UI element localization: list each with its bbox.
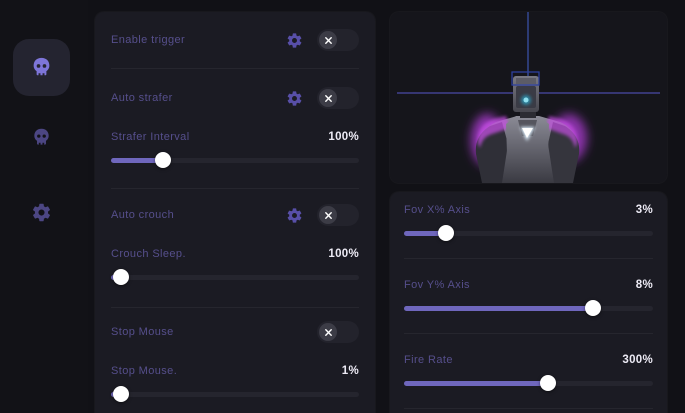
slider[interactable] xyxy=(404,225,653,241)
close-icon xyxy=(319,206,337,224)
skull-icon xyxy=(31,127,52,148)
slider-value: 300% xyxy=(622,354,653,366)
slider-track xyxy=(111,391,359,397)
slider-thumb[interactable] xyxy=(112,386,129,402)
sidebar-item-settings[interactable] xyxy=(13,184,70,241)
gear-icon xyxy=(31,202,52,223)
slider-fill xyxy=(404,380,549,386)
target-box xyxy=(511,71,540,86)
controls-panel: Enable trigger Auto strafer Strafer Inte… xyxy=(95,12,375,413)
preview-panel xyxy=(390,12,667,183)
toggle-row-stop-mouse: Stop Mouse xyxy=(111,308,359,356)
slider-row-fov-x: Fov X% Axis 3% xyxy=(404,192,653,259)
toggle-label: Auto strafer xyxy=(111,92,173,104)
slider-value: 3% xyxy=(635,204,653,216)
gear-icon[interactable] xyxy=(286,32,303,49)
slider-value: 1% xyxy=(341,365,359,377)
slider-row-strafer-interval: Strafer Interval 100% xyxy=(111,127,359,189)
slider-track xyxy=(404,230,653,236)
close-icon xyxy=(319,323,337,341)
slider-fill xyxy=(111,157,164,163)
toggle-row-auto-crouch: Auto crouch xyxy=(111,189,359,241)
slider-thumb[interactable] xyxy=(540,375,557,391)
slider-row-fire-rate: Fire Rate 300% xyxy=(404,334,653,409)
slider-thumb[interactable] xyxy=(585,300,602,316)
sidebar xyxy=(0,0,88,413)
slider[interactable] xyxy=(111,386,359,402)
close-icon xyxy=(319,31,337,49)
slider[interactable] xyxy=(111,152,359,168)
toggle-row-auto-strafer: Auto strafer xyxy=(111,69,359,127)
slider[interactable] xyxy=(404,375,653,391)
slider-track xyxy=(111,157,359,163)
toggle-row-enable-trigger: Enable trigger xyxy=(111,12,359,69)
slider-label: Stop Mouse. xyxy=(111,365,178,377)
toggle-label: Auto crouch xyxy=(111,209,175,221)
slider-value: 100% xyxy=(328,131,359,143)
sidebar-item-skull-primary[interactable] xyxy=(13,39,70,96)
slider-label: Strafer Interval xyxy=(111,131,190,143)
slider-thumb[interactable] xyxy=(112,269,129,285)
toggle-label: Enable trigger xyxy=(111,34,186,46)
slider-label: Fire Rate xyxy=(404,354,453,366)
slider-value: 100% xyxy=(328,248,359,260)
slider-fill xyxy=(404,305,594,311)
close-icon xyxy=(319,89,337,107)
toggle-switch[interactable] xyxy=(317,87,359,109)
toggle-label: Stop Mouse xyxy=(111,326,174,338)
gear-icon[interactable] xyxy=(286,90,303,107)
skull-icon xyxy=(30,56,53,79)
slider-value: 8% xyxy=(635,279,653,291)
robot-model xyxy=(397,12,660,183)
slider-label: Fov Y% Axis xyxy=(404,279,470,291)
slider[interactable] xyxy=(111,269,359,285)
slider-row-stop-mouse: Stop Mouse. 1% xyxy=(111,356,359,412)
slider-label: Fov X% Axis xyxy=(404,204,471,216)
slider-row-fov-y: Fov Y% Axis 8% xyxy=(404,259,653,334)
toggle-switch[interactable] xyxy=(317,29,359,51)
slider-row-crouch-sleep: Crouch Sleep. 100% xyxy=(111,241,359,308)
slider[interactable] xyxy=(404,300,653,316)
slider-label: Crouch Sleep. xyxy=(111,248,186,260)
toggle-switch[interactable] xyxy=(317,321,359,343)
slider-thumb[interactable] xyxy=(438,225,455,241)
slider-fill xyxy=(404,230,447,236)
settings-panel: Fov X% Axis 3% Fov Y% Axis 8% Fire Rate … xyxy=(390,192,667,413)
sidebar-item-skull-secondary[interactable] xyxy=(13,109,70,166)
toggle-switch[interactable] xyxy=(317,204,359,226)
slider-thumb[interactable] xyxy=(155,152,172,168)
slider-track xyxy=(111,274,359,280)
gear-icon[interactable] xyxy=(286,207,303,224)
